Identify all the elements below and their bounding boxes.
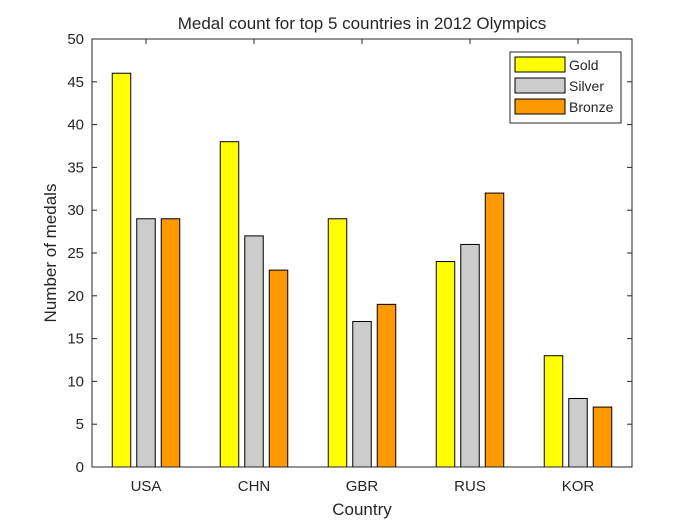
y-tick-label: 0 xyxy=(76,459,84,476)
bar-bronze-usa xyxy=(160,218,181,468)
bar-gold-usa xyxy=(111,72,132,468)
bar-bronze-rus xyxy=(484,192,505,468)
bar-silver-rus xyxy=(460,243,480,468)
bar-silver-gbr xyxy=(352,320,372,468)
y-tick-label: 30 xyxy=(67,202,84,219)
legend-swatch-bronze xyxy=(514,98,566,115)
x-tick-label: CHN xyxy=(238,478,271,495)
y-tick-label: 25 xyxy=(67,245,84,262)
y-tick-label: 50 xyxy=(67,31,84,48)
y-tick-label: 20 xyxy=(67,288,84,305)
y-tick-label: 45 xyxy=(67,74,84,91)
bar-silver-chn xyxy=(244,235,264,468)
legend-swatch-silver xyxy=(514,77,566,94)
y-tick-label: 10 xyxy=(67,373,84,390)
legend-label-bronze: Bronze xyxy=(569,99,614,115)
legend: Gold Silver Bronze xyxy=(509,51,622,124)
bar-gold-gbr xyxy=(327,218,348,468)
legend-label-gold: Gold xyxy=(569,57,599,73)
x-tick-label: USA xyxy=(131,478,162,495)
x-tick-label: KOR xyxy=(562,478,595,495)
x-tick-label: RUS xyxy=(454,478,486,495)
y-tick-label: 15 xyxy=(67,331,84,348)
bar-bronze-kor xyxy=(592,406,613,468)
y-axis-label: Number of medals xyxy=(41,184,60,323)
axes-border xyxy=(91,38,633,468)
x-axis-label: Country xyxy=(332,500,392,519)
x-tick-label: GBR xyxy=(346,478,379,495)
chart-title: Medal count for top 5 countries in 2012 … xyxy=(178,14,547,33)
y-tick-label: 5 xyxy=(76,416,84,433)
bar-bronze-chn xyxy=(268,269,289,468)
bar-gold-kor xyxy=(543,355,564,468)
y-tick-label: 35 xyxy=(67,159,84,176)
bar-gold-rus xyxy=(435,261,456,468)
bar-gold-chn xyxy=(219,141,240,468)
y-tick-label: 40 xyxy=(67,117,84,134)
legend-swatch-gold xyxy=(514,56,566,73)
bar-silver-usa xyxy=(136,218,156,468)
legend-label-silver: Silver xyxy=(569,78,604,94)
bar-bronze-gbr xyxy=(376,303,397,468)
bar-silver-kor xyxy=(568,398,588,468)
